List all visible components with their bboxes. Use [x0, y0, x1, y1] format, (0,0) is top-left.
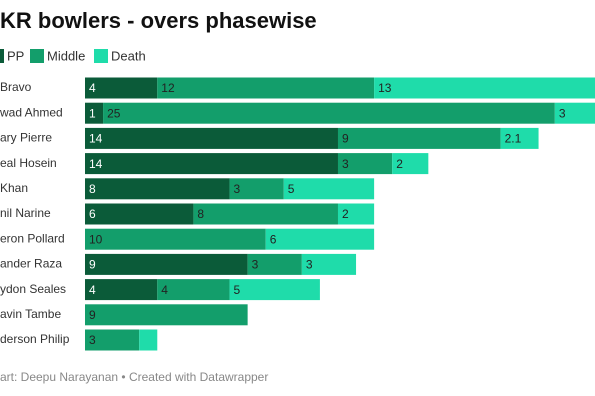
bar-segment	[85, 329, 140, 351]
bar-segment	[85, 127, 338, 149]
legend-swatch	[30, 49, 44, 63]
bar-segment	[157, 77, 375, 99]
bar-segment	[193, 203, 338, 225]
bar-segment	[337, 153, 393, 175]
legend-swatch	[0, 49, 4, 63]
category-label: eron Pollard	[0, 231, 65, 245]
bar-segment	[139, 329, 158, 351]
bar-segment	[85, 153, 338, 175]
footer: art: Deepu Narayanan • Created with Data…	[0, 370, 268, 384]
category-label: ary Pierre	[0, 131, 52, 145]
category-label: derson Philip	[0, 332, 70, 346]
bar-segment	[85, 203, 194, 225]
data-label: 3	[306, 258, 313, 272]
data-label: 6	[89, 207, 96, 221]
data-label: 9	[342, 132, 349, 146]
bar-segment	[85, 253, 248, 275]
bar-segment	[229, 279, 320, 301]
data-label: 3	[234, 182, 241, 196]
bar-segment	[247, 253, 302, 275]
legend-swatch	[94, 49, 108, 63]
legend-label: Middle	[47, 48, 85, 63]
bar-segment	[374, 77, 595, 99]
data-label: 3	[252, 258, 259, 272]
data-label: 4	[89, 283, 96, 297]
bar-segment	[337, 203, 375, 225]
category-label: Bravo	[0, 80, 32, 94]
data-label: 5	[288, 182, 295, 196]
data-label: 9	[89, 308, 96, 322]
data-label: 14	[89, 132, 103, 146]
data-label: 10	[89, 232, 103, 246]
category-label: avin Tambe	[0, 307, 61, 321]
category-label: Khan	[0, 181, 28, 195]
data-label: 1	[89, 106, 96, 120]
data-label: 2	[396, 157, 403, 171]
data-label: 2	[342, 207, 349, 221]
bar-segment	[85, 228, 266, 250]
bar-segment	[392, 153, 429, 175]
bar-segment	[85, 102, 104, 124]
bar-segment	[554, 102, 595, 124]
chart-title: KR bowlers - overs phasewise	[0, 8, 317, 33]
category-label: wad Ahmed	[0, 105, 63, 119]
data-label: 8	[89, 182, 96, 196]
bar-segment	[85, 77, 158, 99]
legend-label: Death	[111, 48, 146, 63]
data-label: 25	[107, 106, 121, 120]
data-label: 12	[161, 81, 175, 95]
bar-segment	[283, 178, 375, 200]
data-label: 3	[559, 106, 566, 120]
data-label: 4	[161, 283, 168, 297]
bar-segment	[337, 127, 501, 149]
bar-segment	[500, 127, 539, 149]
data-label: 6	[270, 232, 277, 246]
data-label: 13	[378, 81, 392, 95]
bar-segment	[229, 178, 284, 200]
category-label: ydon Seales	[0, 282, 66, 296]
bar-segment	[265, 228, 375, 250]
data-label: 14	[89, 157, 103, 171]
data-label: 8	[197, 207, 204, 221]
bar-segment	[157, 279, 230, 301]
category-label: eal Hosein	[0, 156, 57, 170]
bar-segment	[103, 102, 555, 124]
data-label: 3	[89, 333, 96, 347]
bar-segment	[85, 304, 248, 326]
data-label: 3	[342, 157, 349, 171]
data-label: 5	[234, 283, 241, 297]
data-label: 4	[89, 81, 96, 95]
data-label: 9	[89, 258, 96, 272]
data-label: 2.1	[505, 132, 522, 146]
bar-segment	[85, 178, 230, 200]
category-label: ander Raza	[0, 257, 62, 271]
bar-segment	[301, 253, 357, 275]
legend-label: PP	[7, 48, 24, 63]
category-label: nil Narine	[0, 206, 51, 220]
bar-segment	[85, 279, 158, 301]
